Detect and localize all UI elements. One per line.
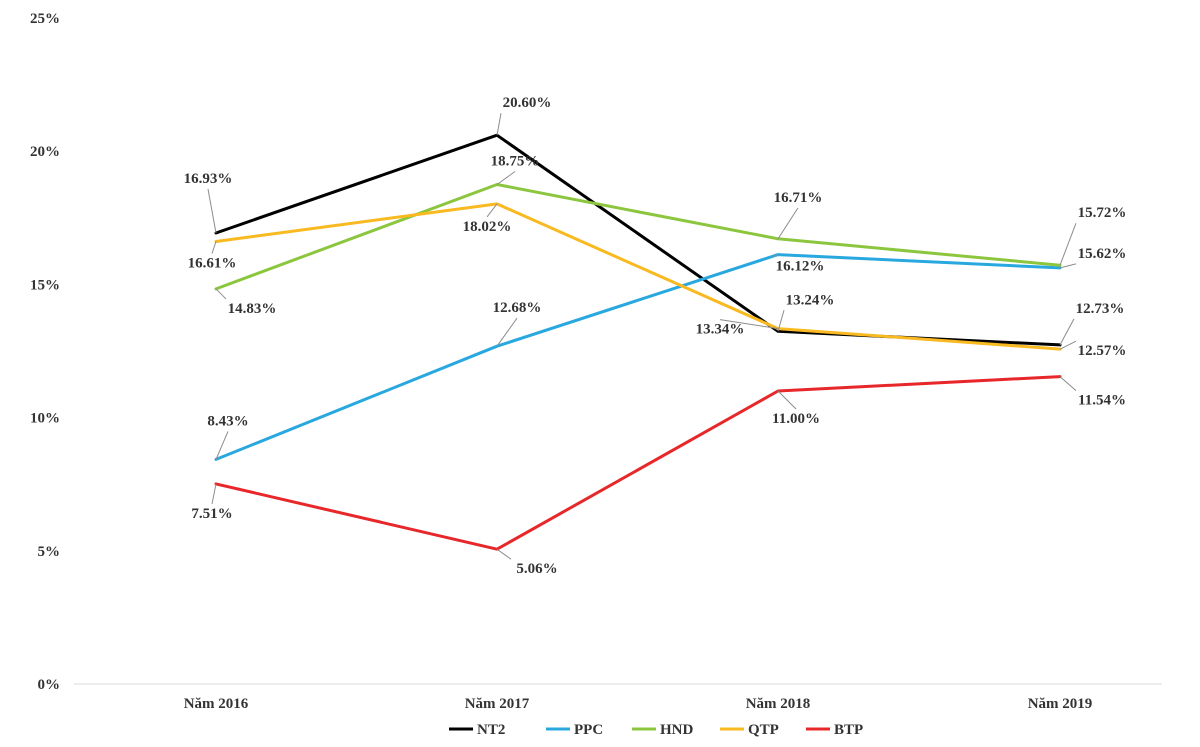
label-leader-line: [207, 188, 217, 234]
legend-label-btp: BTP: [834, 722, 863, 738]
label-leader-line: [777, 390, 797, 410]
data-label-qtp: 13.34%: [696, 322, 745, 338]
data-label-btp: 7.51%: [191, 506, 232, 522]
label-leader-line: [777, 207, 799, 240]
y-tick-label: 5%: [38, 544, 61, 560]
data-label-hnd: 18.75%: [491, 154, 540, 170]
legend-label-qtp: QTP: [748, 722, 779, 738]
series-line-qtp: [214, 202, 1062, 351]
data-label-btp: 5.06%: [516, 561, 557, 577]
y-tick-label: 15%: [30, 277, 60, 293]
legend-label-ppc: PPC: [574, 722, 603, 738]
data-label-nt2: 13.24%: [786, 292, 835, 308]
data-label-hnd: 16.71%: [774, 190, 823, 206]
y-tick-label: 25%: [30, 11, 60, 27]
label-leader-line: [1059, 223, 1077, 266]
data-label-btp: 11.00%: [772, 411, 820, 427]
label-leader-lines: [207, 113, 1077, 560]
data-label-hnd: 15.72%: [1078, 205, 1127, 221]
x-tick-label: Năm 2018: [746, 696, 811, 712]
y-tick-label: 10%: [30, 411, 60, 427]
label-leader-line: [496, 171, 516, 185]
label-leader-line: [496, 317, 518, 347]
x-tick-label: Năm 2019: [1028, 696, 1093, 712]
data-label-qtp: 12.57%: [1078, 343, 1127, 359]
legend: NT2 PPC HND QTP BTP: [449, 722, 863, 738]
series-line-ppc: [214, 253, 1062, 461]
data-label-btp: 11.54%: [1078, 393, 1126, 409]
y-tick-label: 0%: [38, 677, 61, 693]
series-lines: [214, 133, 1062, 551]
label-leader-line: [1059, 263, 1077, 269]
legend-label-nt2: NT2: [477, 722, 505, 738]
series-line-btp: [214, 375, 1062, 551]
data-labels: 16.93% 20.60% 13.24% 12.73% 8.43% 12.68% 16.12…: [184, 95, 1127, 577]
data-label-nt2: 16.93%: [184, 171, 233, 187]
x-tick-label: Năm 2017: [465, 696, 530, 712]
data-label-ppc: 8.43%: [207, 413, 248, 429]
series-line-hnd: [214, 183, 1062, 291]
data-label-nt2: 12.73%: [1076, 301, 1125, 317]
data-label-ppc: 15.62%: [1078, 246, 1127, 262]
data-label-ppc: 12.68%: [493, 300, 542, 316]
label-leader-line: [486, 203, 498, 218]
x-axis: Năm 2016 Năm 2017 Năm 2018 Năm 2019: [184, 696, 1093, 712]
label-leader-line: [211, 241, 217, 254]
data-label-qtp: 18.02%: [463, 219, 512, 235]
label-leader-line: [496, 548, 512, 560]
label-leader-line: [496, 113, 502, 136]
data-label-hnd: 14.83%: [228, 301, 277, 317]
series-line-nt2: [214, 133, 1062, 347]
label-leader-line: [719, 319, 779, 330]
data-label-nt2: 20.60%: [503, 95, 552, 111]
data-label-qtp: 16.61%: [188, 256, 237, 272]
label-leader-line: [215, 288, 227, 300]
label-leader-line: [1059, 340, 1077, 350]
label-leader-line: [211, 483, 217, 505]
x-tick-label: Năm 2016: [184, 696, 249, 712]
label-leader-line: [1059, 318, 1075, 346]
legend-label-hnd: HND: [660, 722, 694, 738]
y-axis: 0% 5% 10% 15% 20% 25%: [30, 11, 60, 693]
label-leader-line: [773, 254, 779, 258]
data-label-ppc: 16.12%: [776, 259, 825, 275]
label-leader-line: [215, 431, 229, 460]
y-tick-label: 20%: [30, 144, 60, 160]
label-leader-line: [1059, 376, 1077, 391]
label-leader-line: [777, 310, 785, 332]
